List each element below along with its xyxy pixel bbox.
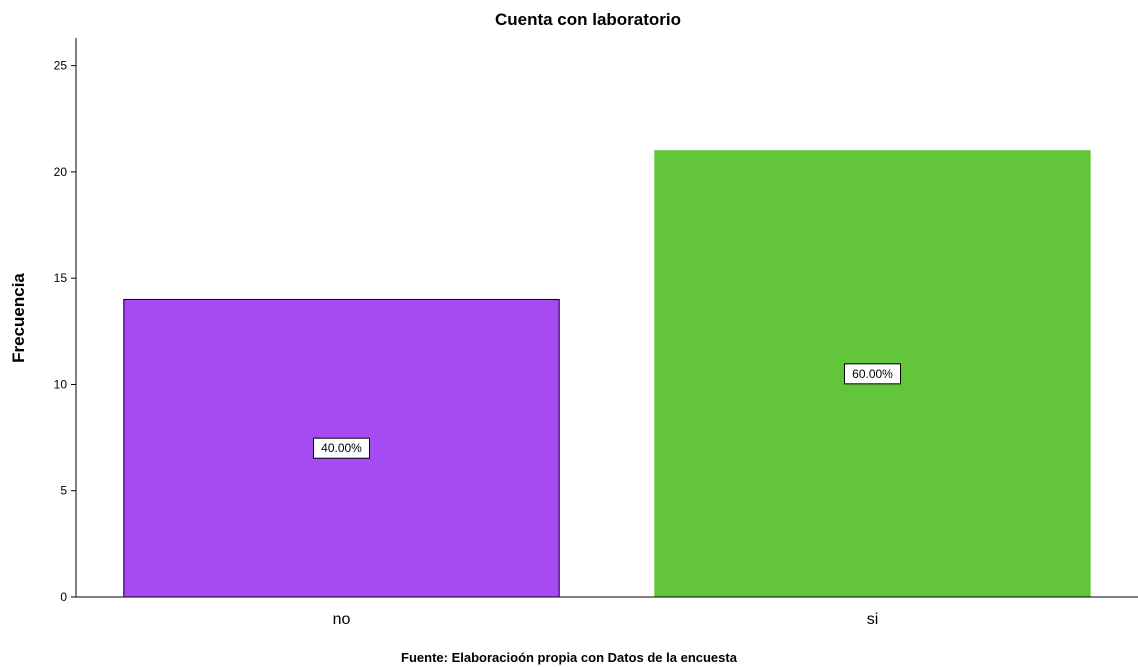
y-axis-label: Frecuencia	[9, 273, 28, 363]
data-label-box-no	[313, 437, 370, 459]
chart-title: Cuenta con laboratorio	[495, 10, 681, 29]
data-label-box-si	[844, 363, 901, 385]
y-tick-label: 15	[54, 271, 68, 285]
y-tick-label: 20	[54, 165, 68, 179]
y-tick-label: 10	[54, 377, 68, 391]
bars: 40.00% 60.00%	[123, 150, 1091, 598]
x-axis-ticks: no si	[333, 611, 879, 628]
y-tick-label: 0	[60, 590, 67, 604]
source-footnote: Fuente: Elaboracioón propia con Datos de…	[401, 650, 738, 665]
data-label-si: 60.00%	[852, 367, 893, 381]
y-tick-label: 5	[60, 484, 67, 498]
y-tick-label: 25	[54, 59, 68, 73]
data-label-no: 40.00%	[321, 441, 362, 455]
x-tick-label-si: si	[867, 611, 879, 628]
x-tick-label-no: no	[333, 611, 351, 628]
y-axis-ticks: 0 5 10 15 20 25	[54, 59, 76, 604]
